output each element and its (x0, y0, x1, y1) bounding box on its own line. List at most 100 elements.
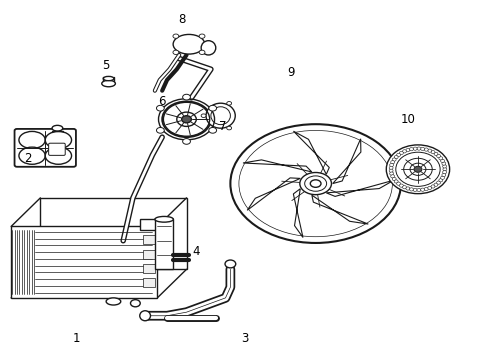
Ellipse shape (183, 94, 191, 100)
Ellipse shape (410, 188, 414, 191)
Bar (140, 219, 160, 230)
Bar (155, 219, 173, 269)
Ellipse shape (173, 34, 179, 38)
Polygon shape (326, 180, 394, 197)
FancyBboxPatch shape (49, 143, 65, 156)
Ellipse shape (199, 50, 205, 54)
Ellipse shape (413, 188, 417, 192)
Ellipse shape (428, 186, 432, 189)
Polygon shape (294, 131, 329, 174)
Ellipse shape (424, 148, 428, 151)
Ellipse shape (19, 131, 45, 149)
Ellipse shape (225, 260, 236, 268)
Ellipse shape (106, 298, 121, 305)
Polygon shape (247, 178, 300, 210)
Ellipse shape (201, 41, 216, 55)
Ellipse shape (431, 150, 435, 154)
Ellipse shape (399, 151, 403, 154)
Ellipse shape (209, 127, 217, 133)
Ellipse shape (421, 147, 425, 150)
Ellipse shape (428, 149, 432, 152)
Text: 2: 2 (24, 152, 32, 165)
Ellipse shape (389, 166, 393, 170)
Ellipse shape (442, 162, 446, 165)
Ellipse shape (421, 188, 425, 191)
Ellipse shape (227, 102, 232, 105)
Ellipse shape (183, 139, 191, 144)
Ellipse shape (45, 147, 72, 164)
Ellipse shape (396, 182, 400, 185)
Ellipse shape (201, 114, 206, 117)
Ellipse shape (173, 50, 179, 54)
Ellipse shape (443, 168, 447, 171)
Ellipse shape (230, 124, 401, 243)
Ellipse shape (403, 186, 406, 189)
Ellipse shape (227, 126, 232, 130)
Ellipse shape (140, 311, 150, 321)
Text: 1: 1 (73, 333, 81, 346)
Ellipse shape (103, 76, 114, 81)
Ellipse shape (410, 148, 414, 151)
Text: 3: 3 (241, 333, 249, 346)
Text: 10: 10 (401, 113, 416, 126)
Text: 9: 9 (288, 66, 295, 79)
Ellipse shape (394, 156, 398, 159)
Ellipse shape (441, 159, 444, 162)
Ellipse shape (437, 181, 441, 184)
Ellipse shape (439, 157, 443, 160)
Ellipse shape (177, 112, 196, 126)
Ellipse shape (403, 150, 406, 153)
Bar (143, 264, 155, 273)
Bar (143, 235, 155, 244)
Polygon shape (312, 195, 368, 224)
Ellipse shape (437, 154, 441, 158)
Bar (143, 249, 155, 258)
Ellipse shape (392, 158, 396, 161)
Polygon shape (11, 226, 157, 298)
Ellipse shape (45, 131, 72, 149)
Ellipse shape (130, 300, 140, 307)
Ellipse shape (439, 179, 443, 182)
Ellipse shape (434, 183, 438, 186)
Ellipse shape (391, 175, 394, 178)
Ellipse shape (441, 176, 444, 179)
Ellipse shape (391, 161, 394, 164)
Text: 5: 5 (102, 59, 110, 72)
Ellipse shape (431, 185, 435, 188)
Ellipse shape (162, 102, 211, 137)
Ellipse shape (442, 174, 446, 177)
Ellipse shape (399, 184, 403, 187)
Ellipse shape (417, 147, 421, 150)
Polygon shape (40, 198, 187, 269)
Text: 6: 6 (158, 95, 166, 108)
Ellipse shape (390, 172, 393, 175)
Ellipse shape (390, 163, 393, 167)
Ellipse shape (424, 188, 428, 190)
Ellipse shape (386, 145, 450, 194)
Ellipse shape (173, 35, 205, 54)
Ellipse shape (156, 127, 164, 133)
Ellipse shape (396, 153, 400, 157)
Ellipse shape (52, 125, 63, 131)
Polygon shape (333, 139, 361, 184)
Ellipse shape (389, 169, 393, 172)
Ellipse shape (155, 216, 173, 222)
Ellipse shape (206, 103, 235, 128)
Polygon shape (243, 160, 312, 172)
Ellipse shape (19, 147, 45, 164)
Text: 7: 7 (220, 120, 227, 133)
Ellipse shape (156, 105, 164, 111)
Ellipse shape (392, 177, 396, 181)
Ellipse shape (406, 187, 410, 190)
Ellipse shape (182, 116, 192, 123)
Ellipse shape (406, 148, 410, 152)
Ellipse shape (442, 171, 446, 174)
Ellipse shape (394, 180, 398, 183)
Ellipse shape (413, 147, 417, 150)
Ellipse shape (417, 188, 421, 192)
Ellipse shape (300, 172, 331, 195)
Ellipse shape (434, 152, 438, 156)
Ellipse shape (414, 166, 422, 172)
Ellipse shape (310, 180, 321, 187)
Ellipse shape (199, 34, 205, 38)
